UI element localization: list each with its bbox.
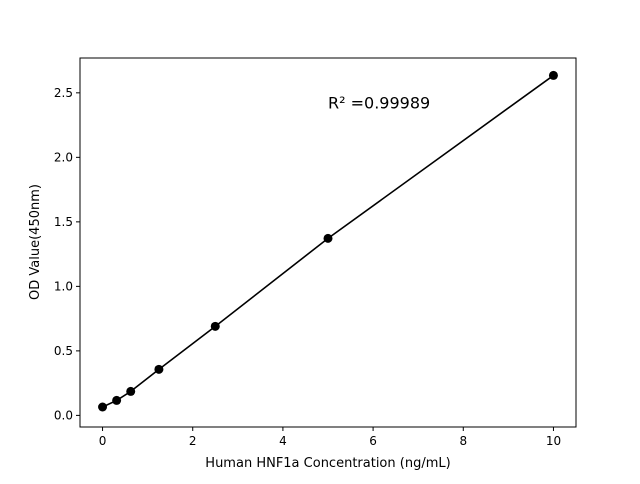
y-tick-label: 1.0: [54, 279, 73, 293]
x-tick-label: 8: [459, 434, 467, 448]
data-point: [210, 321, 220, 331]
x-tick-label: 2: [189, 434, 197, 448]
x-tick-label: 0: [99, 434, 107, 448]
data-point: [98, 402, 108, 412]
x-tick-label: 4: [279, 434, 287, 448]
y-tick-label: 2.0: [54, 150, 73, 164]
y-tick-label: 2.5: [54, 86, 73, 100]
y-tick-label: 0.5: [54, 344, 73, 358]
data-point: [323, 233, 333, 243]
x-tick-label: 6: [369, 434, 377, 448]
y-tick-label: 0.0: [54, 408, 73, 422]
y-axis-label: OD Value(450nm): [28, 184, 43, 300]
data-point: [154, 364, 164, 374]
x-tick-label: 10: [546, 434, 561, 448]
y-tick-label: 1.5: [54, 215, 73, 229]
data-point: [126, 386, 136, 396]
plot-frame: [79, 57, 577, 428]
r-squared-annotation: R² =0.99989: [328, 93, 430, 112]
data-point: [548, 70, 558, 80]
data-point: [112, 395, 122, 405]
x-axis-label: Human HNF1a Concentration (ng/mL): [205, 456, 450, 471]
